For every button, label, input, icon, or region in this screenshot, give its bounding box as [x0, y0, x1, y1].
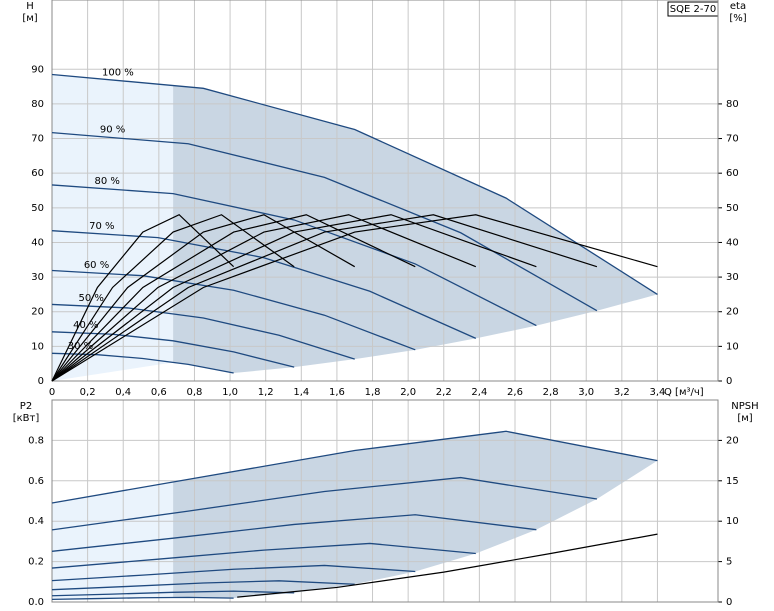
y-tick-label: 0.8	[28, 435, 44, 446]
y2-tick-label: 0	[726, 597, 732, 608]
x-axis-title: Q [м³/ч]	[664, 387, 704, 398]
y-axis-unit: [кВт]	[13, 413, 40, 424]
y-axis-unit: [м]	[22, 13, 37, 24]
x-tick-label: 1,6	[329, 387, 345, 398]
y-tick-label: 0.2	[28, 557, 44, 568]
curve	[51, 132, 598, 312]
curve	[51, 580, 355, 591]
curve-label: 90 %	[100, 125, 125, 136]
y2-tick-label: 5	[726, 557, 732, 568]
x-tick-label: 2,6	[507, 387, 523, 398]
y2-tick-label: 40	[726, 237, 739, 248]
y-tick-label: 0.6	[28, 476, 44, 487]
y-tick-label: 0.4	[28, 516, 44, 527]
y2-tick-label: 30	[726, 272, 739, 283]
plot-frame	[51, 0, 719, 382]
secondary-curve	[51, 214, 235, 382]
curve	[51, 303, 355, 360]
y2-tick-label: 60	[726, 168, 739, 179]
y-axis-title: P2	[20, 401, 32, 412]
y-tick-label: 20	[31, 307, 44, 318]
y-tick-label: 30	[31, 272, 44, 283]
curve	[51, 596, 234, 601]
x-tick-label: 0,6	[151, 387, 167, 398]
y2-tick-label: 50	[726, 203, 739, 214]
x-tick-label: 2,0	[400, 387, 416, 398]
y2-axis-unit: [м]	[737, 413, 752, 424]
y2-tick-label: 10	[726, 516, 739, 527]
curve	[51, 331, 295, 368]
curve	[51, 590, 295, 597]
curve-label: 80 %	[95, 176, 120, 187]
x-tick-label: 1,4	[293, 387, 309, 398]
curve	[51, 542, 476, 569]
y2-tick-label: 20	[726, 307, 739, 318]
y2-axis-unit: [%]	[729, 13, 746, 24]
curve	[51, 73, 658, 295]
y-tick-label: 90	[31, 64, 44, 75]
x-tick-label: 3,4	[650, 387, 666, 398]
x-tick-label: 0,4	[115, 387, 131, 398]
secondary-curve	[51, 214, 477, 382]
curve-label: 70 %	[89, 221, 114, 232]
secondary-curve	[51, 214, 416, 382]
curve-label: 100 %	[102, 67, 134, 78]
x-tick-label: 2,2	[436, 387, 452, 398]
x-tick-label: 1,2	[258, 387, 274, 398]
y2-axis-title: NPSH	[731, 401, 758, 412]
operating-area	[173, 85, 658, 374]
secondary-curve	[51, 214, 598, 382]
y2-tick-label: 70	[726, 134, 739, 145]
plot-layer: 0 0,2 0,4 0,6 0,8 1,0 1,2 1,4 1,6 1,8 2,0 2,2 2,4 2,6…	[31, 0, 739, 398]
curve	[51, 230, 477, 339]
curve-label: 50 %	[78, 293, 103, 304]
curve	[51, 430, 658, 504]
secondary-curve	[51, 214, 295, 382]
plot-frame	[51, 399, 719, 603]
x-tick-label: 0,8	[187, 387, 203, 398]
secondary-curve	[51, 214, 658, 382]
x-tick-label: 2,4	[471, 387, 487, 398]
x-tick-label: 1,0	[222, 387, 238, 398]
curve	[51, 514, 537, 552]
secondary-curve	[237, 533, 658, 598]
x-tick-label: 3,0	[578, 387, 594, 398]
y2-tick-label: 15	[726, 476, 739, 487]
secondary-curve	[51, 214, 356, 382]
x-tick-label: 0,2	[80, 387, 96, 398]
curve	[51, 269, 416, 351]
curve-label: 40 %	[73, 320, 98, 331]
y-tick-label: 0.0	[28, 597, 44, 608]
y-tick-label: 40	[31, 237, 44, 248]
y2-tick-label: 0	[726, 376, 732, 387]
y2-tick-label: 80	[726, 99, 739, 110]
y-tick-label: 10	[31, 341, 44, 352]
x-tick-label: 3,2	[614, 387, 630, 398]
curve	[51, 476, 598, 531]
x-tick-label: 0	[49, 387, 55, 398]
curve	[51, 564, 416, 582]
chart-title: SQE 2-70	[670, 4, 716, 15]
y-tick-label: 60	[31, 168, 44, 179]
operating-area-light	[52, 482, 174, 600]
curve-label: 60 %	[84, 260, 109, 271]
operating-area-light	[52, 74, 174, 381]
plot-layer: 0.0 0.2 0.4 0.6 0.8 0 5 10 15 20	[28, 399, 739, 608]
x-tick-label: 1,8	[365, 387, 381, 398]
y-tick-label: 50	[31, 203, 44, 214]
y2-tick-label: 20	[726, 435, 739, 446]
y-tick-label: 70	[31, 134, 44, 145]
y-axis-title: H	[26, 1, 34, 12]
y-tick-label: 80	[31, 99, 44, 110]
x-tick-label: 2,8	[543, 387, 559, 398]
y-tick-label: 0	[38, 376, 44, 387]
curve	[51, 184, 537, 327]
y2-axis-title: eta	[730, 1, 746, 12]
y2-tick-label: 10	[726, 341, 739, 352]
